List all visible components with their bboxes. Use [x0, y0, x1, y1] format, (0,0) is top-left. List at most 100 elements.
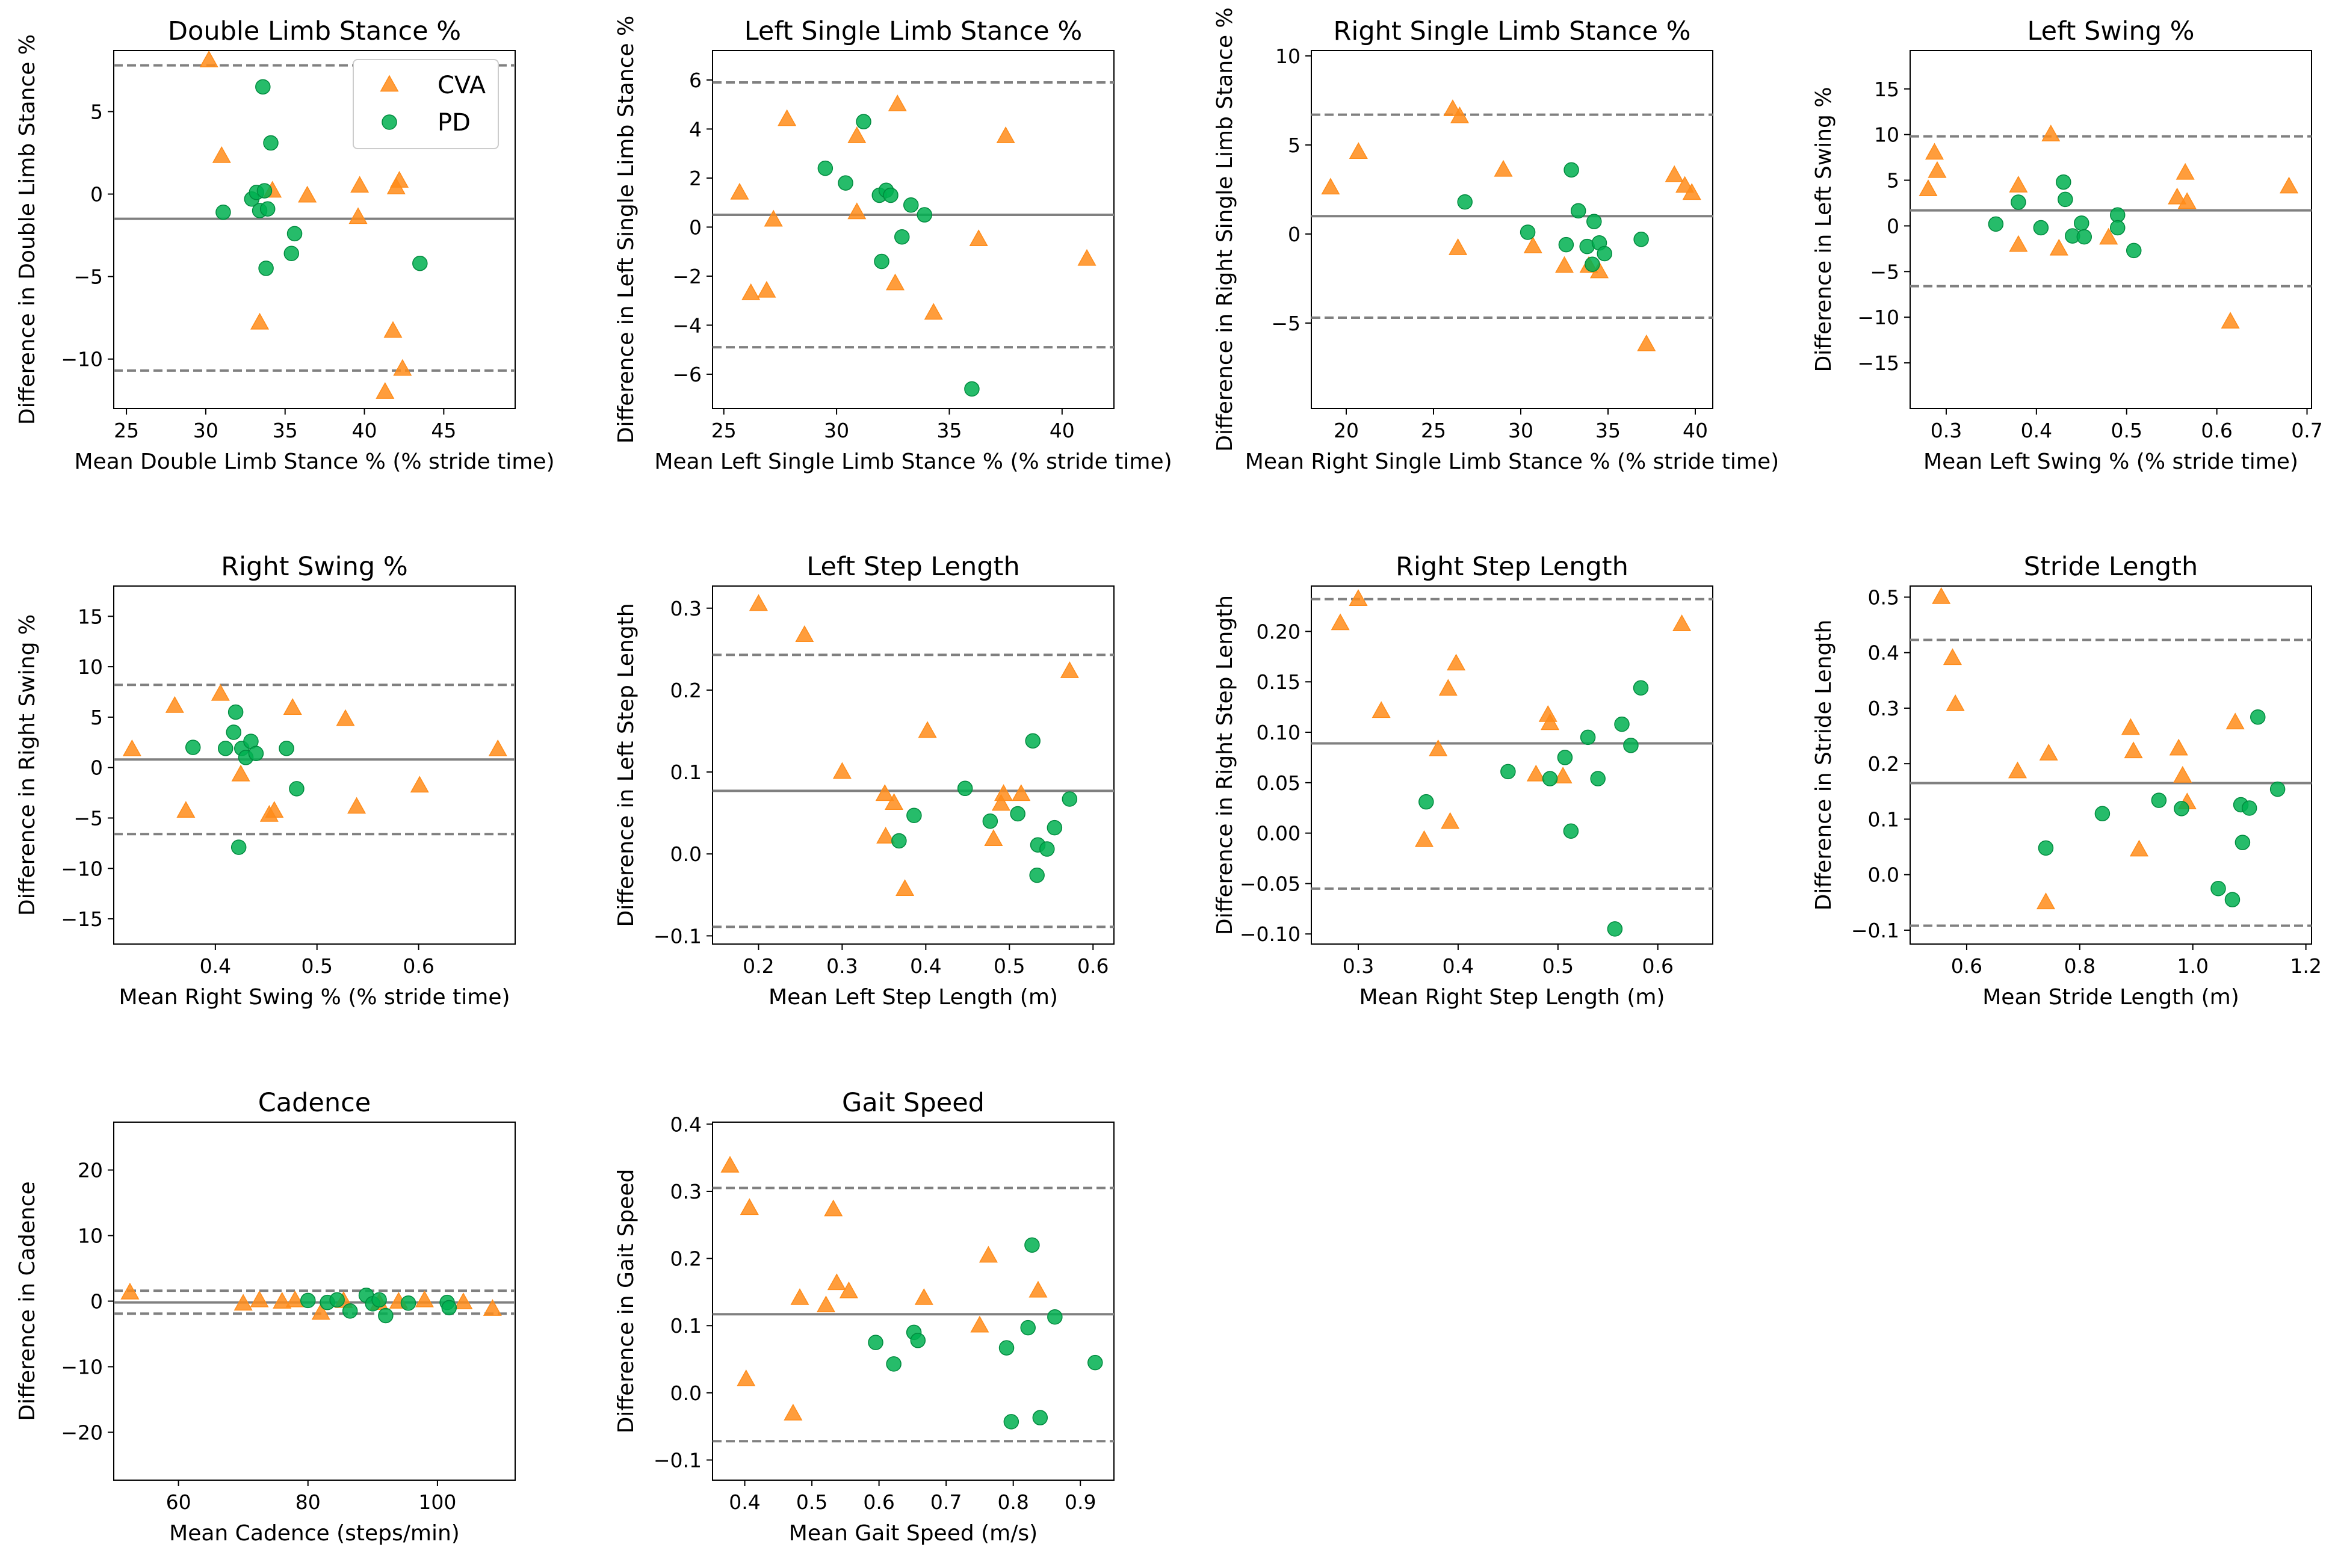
cva-point	[847, 126, 867, 143]
cva-point	[1060, 661, 1079, 678]
cva-point	[386, 177, 406, 194]
pd-point	[1607, 921, 1623, 937]
cva-point	[1372, 701, 1391, 718]
cva-point	[250, 1290, 269, 1307]
cva-point	[393, 359, 412, 376]
cva-point	[1441, 812, 1460, 829]
pd-point	[1087, 1354, 1103, 1371]
cva-point	[827, 1273, 846, 1291]
cva-point	[212, 146, 231, 163]
cva-point	[273, 1292, 292, 1309]
panel-10: 0.4 0.5 0.6 0.7 0.8 0.9 −0.1 0.0 0.1 0.2 0.3 0.4 Gai…	[614, 1088, 1115, 1546]
pd-point	[982, 813, 998, 829]
pd-point	[300, 1292, 316, 1309]
panel-9: 60 80 100 −20 −10 0 10 20 Cadence Mean Cadence (s…	[15, 1088, 516, 1546]
y-axis-label: Difference in Double Limb Stance %	[15, 34, 40, 425]
cva-point	[1494, 159, 1513, 177]
y-tick-label: −20	[61, 1421, 103, 1444]
cva-point	[211, 684, 230, 701]
y-tick-label: 0	[1887, 214, 1899, 238]
pd-point	[230, 839, 247, 855]
y-tick-label: 0.1	[670, 1314, 702, 1338]
y-tick-label: 0	[90, 1290, 103, 1313]
panel-6: 0.2 0.3 0.4 0.5 0.6 −0.1 0.0 0.1 0.2 0.3 Left Step…	[614, 552, 1115, 1010]
y-tick-label: −10	[61, 1355, 103, 1378]
x-tick-label: 0.4	[910, 954, 941, 978]
pd-point	[2269, 781, 2286, 797]
pd-point	[2210, 881, 2226, 897]
x-axis-label: Mean Right Step Length (m)	[1359, 985, 1665, 1010]
pd-point	[1457, 194, 1473, 210]
y-tick-label: 5	[90, 100, 103, 123]
cva-point	[1553, 767, 1573, 784]
pd-point	[2058, 191, 2073, 208]
pd-point	[259, 201, 276, 217]
x-tick-label: 0.4	[729, 1490, 760, 1514]
pd-point	[2174, 801, 2189, 816]
pd-point	[217, 741, 234, 756]
cva-point	[816, 1295, 836, 1313]
cva-point	[1541, 713, 1560, 730]
pd-point	[1418, 794, 1434, 810]
cva-point	[1637, 334, 1656, 351]
y-tick-label: 5	[1288, 134, 1301, 157]
cva-point	[176, 801, 196, 818]
cva-point	[265, 801, 284, 818]
pd-point	[1024, 1237, 1040, 1253]
x-tick-label: 0.6	[403, 954, 434, 978]
cva-point	[1012, 784, 1031, 801]
legend-label: PD	[438, 109, 471, 137]
y-tick-label: 0.2	[670, 1247, 702, 1271]
x-tick-label: 0.5	[1542, 954, 1574, 978]
cva-point	[2039, 744, 2058, 761]
panel-5: 0.4 0.5 0.6 −15 −10 −5 0 5 10 15 Right Swing % Mean…	[15, 552, 516, 1010]
pd-point	[838, 175, 853, 191]
x-tick-label: 0.7	[2291, 419, 2322, 442]
y-tick-label: −5	[73, 806, 103, 830]
cva-point	[720, 1156, 740, 1173]
pd-point	[2094, 806, 2111, 821]
x-tick-label: 0.6	[2201, 419, 2232, 442]
y-tick-label: 15	[1874, 78, 1899, 101]
pd-point	[1558, 236, 1574, 253]
pd-point	[2224, 892, 2241, 907]
pd-point	[1597, 245, 1612, 262]
pd-point	[2250, 709, 2266, 725]
y-tick-label: −15	[61, 907, 103, 931]
y-tick-label: 0.4	[1868, 641, 1899, 665]
y-axis-label: Difference in Right Step Length	[1213, 595, 1237, 935]
panel-3: 20 25 30 35 40 −5 0 5 10 Right Single Limb Stance…	[1213, 7, 1779, 474]
pd-point	[256, 183, 273, 199]
y-axis-label: Difference in Left Step Length	[614, 603, 639, 927]
legend-pd-marker	[382, 114, 397, 130]
plot-area	[712, 1122, 1115, 1481]
pd-point	[917, 207, 932, 223]
x-tick-label: 0.7	[930, 1490, 962, 1514]
cva-point	[2129, 839, 2149, 857]
pd-point	[1563, 162, 1579, 178]
pd-point	[1557, 750, 1573, 765]
x-tick-label: 0.8	[997, 1490, 1028, 1514]
x-tick-label: 40	[1683, 419, 1708, 442]
y-tick-label: 5	[1887, 169, 1899, 193]
y-tick-label: −0.05	[1240, 872, 1301, 895]
pd-point	[263, 135, 279, 151]
pd-point	[1623, 738, 1639, 753]
cva-point	[2169, 738, 2188, 756]
y-tick-label: −0.1	[654, 924, 702, 948]
pd-point	[2151, 792, 2167, 808]
cva-point	[2099, 227, 2118, 245]
legend: CVA PD	[353, 59, 499, 149]
pd-point	[2109, 207, 2126, 223]
plot-area	[712, 50, 1115, 409]
plot-area	[1910, 585, 2312, 945]
pd-point	[400, 1295, 416, 1311]
x-tick-label: 80	[295, 1490, 321, 1514]
y-tick-label: 0.3	[670, 597, 702, 620]
legend-cva-marker	[380, 75, 399, 92]
x-tick-label: 35	[1595, 419, 1621, 442]
y-tick-label: 0.15	[1257, 670, 1301, 694]
pd-point	[886, 1356, 902, 1372]
cva-point	[2225, 712, 2245, 730]
cva-point	[1928, 161, 1947, 178]
